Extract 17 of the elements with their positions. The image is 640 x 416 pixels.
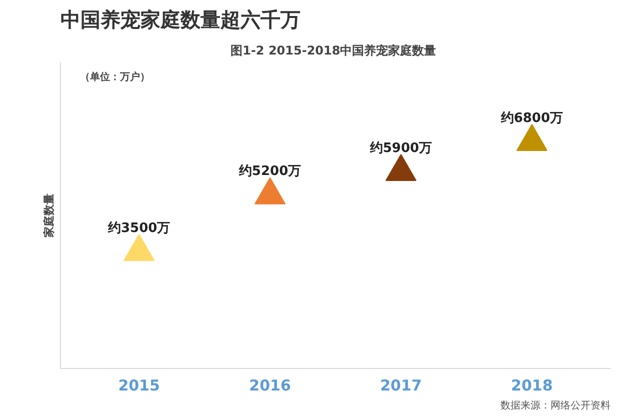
source-note: 数据来源：网络公开资料	[500, 400, 610, 412]
x-tick-label: 2015	[118, 376, 160, 394]
data-label: 约5200万	[238, 164, 302, 180]
point	[124, 234, 155, 261]
text: （单位：万户）	[80, 70, 150, 83]
y-axis-title: 家庭数量	[42, 194, 56, 238]
x-tick-label: 2017	[380, 376, 422, 394]
point	[254, 177, 286, 204]
chart-subtitle: 图1-2 2015-2018中国养宠家庭数量	[230, 44, 436, 58]
data-label: 约6800万	[500, 110, 564, 126]
chart-title: 中国养宠家庭数量超六千万	[60, 8, 300, 32]
x-tick-label: 2018	[511, 376, 553, 394]
point	[385, 154, 416, 181]
data-label: 约5900万	[368, 140, 432, 156]
x-tick-label: 2016	[249, 376, 291, 394]
data-label: 约3500万	[106, 220, 170, 236]
point	[516, 124, 548, 151]
